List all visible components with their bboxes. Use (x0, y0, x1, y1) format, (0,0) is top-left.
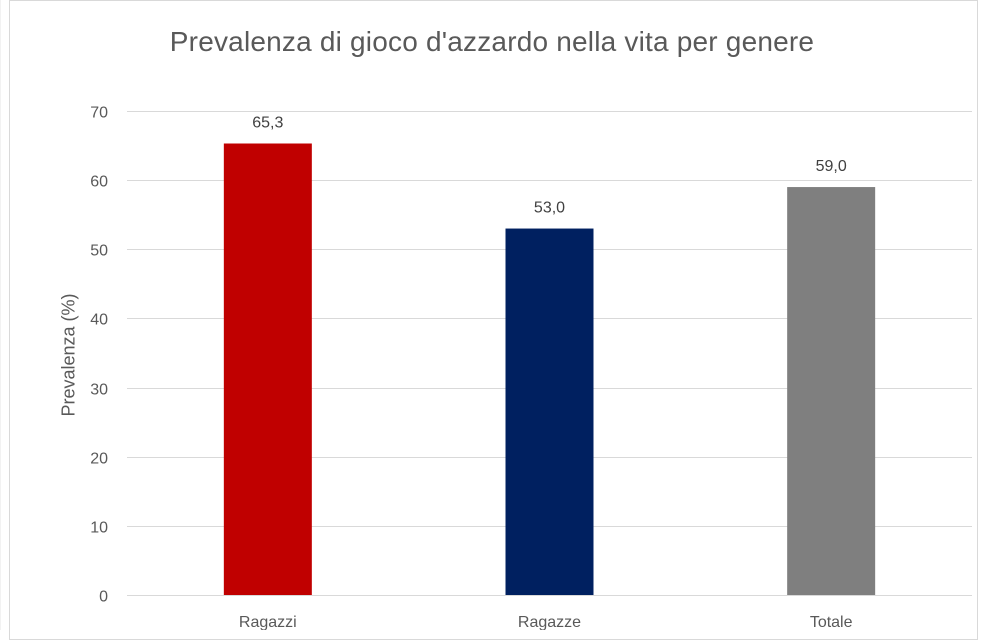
x-tick-label: Totale (810, 614, 853, 630)
bar-ragazze[interactable] (505, 228, 594, 596)
y-tick-label: 70 (90, 105, 108, 122)
bar-totale[interactable] (787, 187, 876, 596)
bars (223, 143, 876, 596)
y-tick-label: 20 (90, 451, 108, 468)
data-label: 65,3 (252, 114, 283, 131)
x-axis-ticks: Ragazzi Ragazze Totale (239, 614, 853, 630)
x-tick-label: Ragazze (518, 614, 581, 630)
y-tick-label: 60 (90, 174, 108, 191)
data-labels: 65,3 53,0 59,0 (252, 114, 847, 216)
data-label: 59,0 (816, 158, 847, 175)
y-axis-ticks: 0 10 20 30 40 50 60 70 (90, 105, 108, 606)
bar-ragazzi[interactable] (223, 143, 312, 596)
y-tick-label: 40 (90, 312, 108, 329)
chart-title: Prevalenza di gioco d'azzardo nella vita… (169, 26, 815, 57)
data-label: 53,0 (534, 200, 565, 217)
y-tick-label: 50 (90, 243, 108, 260)
y-tick-label: 0 (99, 589, 108, 606)
x-tick-label: Ragazzi (239, 614, 297, 630)
y-tick-label: 10 (90, 520, 108, 537)
y-tick-label: 30 (90, 382, 108, 399)
